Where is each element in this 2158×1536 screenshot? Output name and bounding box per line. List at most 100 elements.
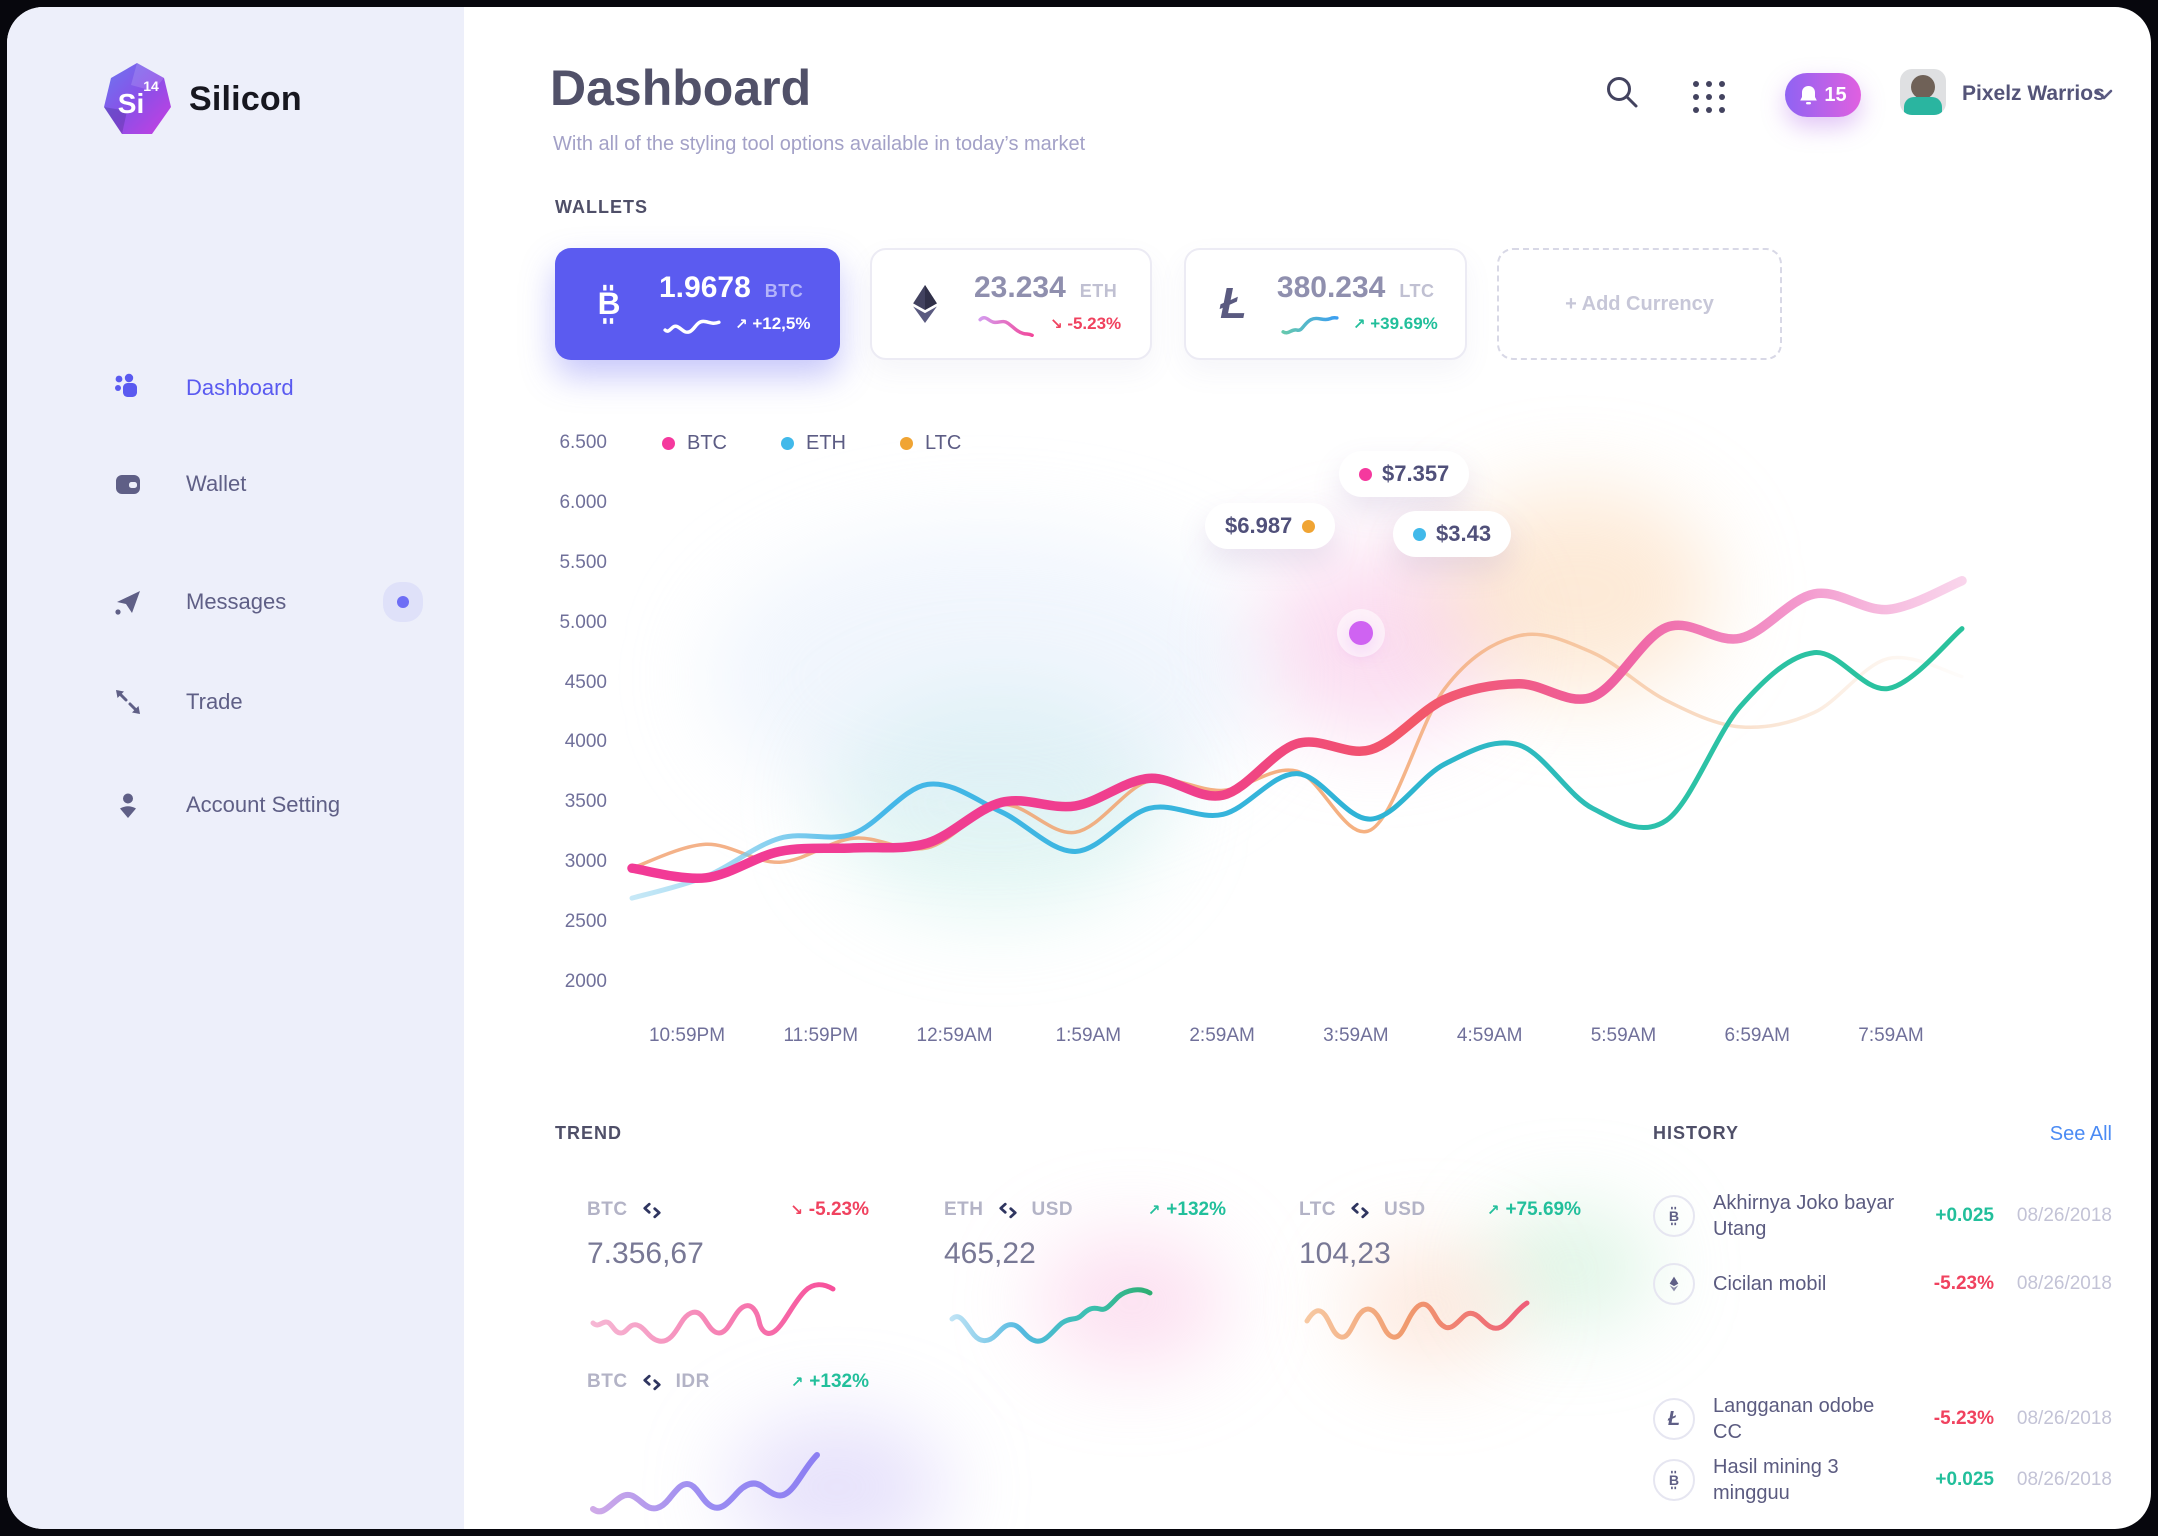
svg-text:B: B <box>1669 1473 1679 1489</box>
sidebar-item-label: Account Setting <box>186 792 341 817</box>
wallet-sparkline <box>1281 315 1339 335</box>
legend-item-eth[interactable]: ETH <box>781 432 846 455</box>
x-axis-tick: 5:59AM <box>1590 1025 1657 1046</box>
sidebar-item-trade[interactable]: Trade <box>7 676 464 728</box>
history-title: Cicilan mobil <box>1713 1273 1827 1295</box>
y-axis-tick: 5.000 <box>559 611 607 633</box>
search-icon[interactable] <box>1603 73 1641 111</box>
legend-label: BTC <box>687 432 727 454</box>
sidebar-item-wallet[interactable]: Wallet <box>7 458 464 510</box>
y-axis-tick: 6.000 <box>559 491 607 513</box>
history-amount: +0.025 <box>1935 1205 1994 1226</box>
legend-label: LTC <box>925 432 962 454</box>
main-line-chart <box>627 575 1967 901</box>
svg-text:14: 14 <box>143 78 159 94</box>
up-arrow-icon: ↗ <box>790 1373 804 1391</box>
wallet-amount: 23.234 <box>974 271 1066 304</box>
notification-count: 15 <box>1824 83 1847 106</box>
tooltip-dot <box>1413 527 1426 541</box>
trade-icon <box>116 690 140 714</box>
sidebar-item-label: Wallet <box>186 471 247 496</box>
wallet-card-eth[interactable]: 23.234 ETH ↘ -5.23% <box>870 248 1152 360</box>
litecoin-icon: Ł <box>1220 279 1247 328</box>
history-date: 08/26/2018 <box>2016 1469 2112 1490</box>
avatar[interactable] <box>1900 69 1946 115</box>
send-icon <box>115 591 140 615</box>
trend-quote: USD <box>1031 1199 1074 1220</box>
trend-card-ltc-usd[interactable]: LTC USD ↗ +75.69% 104,23 <box>1299 1199 1629 1370</box>
history-date: 08/26/2018 <box>2016 1205 2112 1226</box>
history-date: 08/26/2018 <box>2016 1408 2112 1429</box>
history-amount: -5.23% <box>1933 1273 1994 1294</box>
notification-button[interactable]: 15 <box>1785 73 1861 117</box>
down-arrow-icon: ↘ <box>1050 315 1063 333</box>
wallet-card-btc[interactable]: B 1.9678 BTC ↗ +12,5% <box>555 248 840 360</box>
up-arrow-icon: ↗ <box>735 315 748 333</box>
trend-section-label: TREND <box>555 1123 622 1143</box>
tooltip-value: $7.357 <box>1382 461 1450 486</box>
history-row[interactable]: B Hasil mining 3 mingguu +0.025 08/26/20… <box>1653 1456 2112 1504</box>
page-title: Dashboard <box>550 60 812 116</box>
x-axis-tick: 11:59PM <box>783 1025 859 1046</box>
trend-change: +75.69% <box>1505 1199 1581 1220</box>
legend-item-btc[interactable]: BTC <box>662 432 727 455</box>
trend-card-btc-idr[interactable]: BTC IDR ↗ +132% <box>587 1371 917 1529</box>
brand-logo: Si 14 Silicon <box>101 61 302 137</box>
y-axis-tick: 4000 <box>564 731 607 753</box>
trend-base: LTC <box>1299 1199 1337 1220</box>
x-axis-tick: 7:59AM <box>1858 1025 1924 1046</box>
svg-text:Si: Si <box>118 88 144 119</box>
chart-highlight-dot <box>1349 621 1373 645</box>
messages-notification-dot <box>397 596 409 608</box>
history-section-label: HISTORY <box>1653 1123 1740 1143</box>
exchange-icon <box>642 1374 661 1390</box>
sidebar-item-messages[interactable]: Messages <box>7 576 464 628</box>
wallet-sparkline <box>663 319 721 334</box>
apps-grid-icon[interactable] <box>1691 79 1727 115</box>
trend-value: 465,22 <box>944 1237 1036 1270</box>
x-axis-tick: 2:59AM <box>1189 1025 1255 1046</box>
trend-sparkline-btc <box>590 1282 836 1344</box>
x-axis-tick: 3:59AM <box>1323 1025 1389 1046</box>
litecoin-icon: Ł <box>1653 1398 1695 1440</box>
see-all-link[interactable]: See All <box>2049 1123 2112 1145</box>
history-title: Akhirnya Joko bayar Utang <box>1713 1192 1895 1240</box>
chevron-down-icon[interactable] <box>2095 89 2113 101</box>
add-currency-label: + Add Currency <box>1565 292 1714 315</box>
svg-text:B: B <box>598 285 621 321</box>
up-arrow-icon: ↗ <box>1147 1201 1161 1219</box>
wallet-currency: LTC <box>1399 281 1435 301</box>
legend-item-ltc[interactable]: LTC <box>900 432 961 455</box>
sidebar-item-account-setting[interactable]: Account Setting <box>7 779 464 831</box>
wallet-currency: BTC <box>764 281 804 301</box>
add-currency-button[interactable]: + Add Currency <box>1497 248 1782 360</box>
history-row[interactable]: Ł Langganan odobe CC -5.23% 08/26/2018 <box>1653 1395 2112 1443</box>
sidebar-item-label: Messages <box>186 589 287 614</box>
trend-value: 104,23 <box>1299 1237 1391 1270</box>
chart-x-axis: 10:59PM 11:59PM 12:59AM 1:59AM 2:59AM 3:59AM 4… <box>607 1025 1997 1055</box>
x-axis-tick: 6:59AM <box>1724 1025 1790 1046</box>
history-row[interactable]: B Akhirnya Joko bayar Utang +0.025 08/26… <box>1653 1187 2112 1245</box>
y-axis-tick: 6.500 <box>559 432 607 453</box>
down-arrow-icon: ↘ <box>790 1201 803 1219</box>
bell-icon <box>1800 85 1818 104</box>
y-axis-tick: 3500 <box>564 791 607 813</box>
trend-card-eth-usd[interactable]: ETH USD ↗ +132% 465,22 <box>944 1199 1274 1370</box>
trend-base: BTC <box>587 1371 628 1392</box>
legend-dot <box>662 437 675 450</box>
user-name[interactable]: Pixelz Warrios <box>1962 82 2105 105</box>
trend-change: +132% <box>1166 1199 1226 1220</box>
bitcoin-icon: B <box>1653 1195 1695 1237</box>
wallet-icon <box>116 475 140 494</box>
sidebar-item-dashboard[interactable]: Dashboard <box>7 362 464 414</box>
chart-legend: BTC ETH LTC <box>662 432 961 455</box>
app-window: Si 14 Silicon Dashboard Wallet Messages <box>7 7 2151 1529</box>
trend-change: +132% <box>809 1371 869 1392</box>
history-row[interactable]: Cicilan mobil -5.23% 08/26/2018 <box>1653 1262 2112 1306</box>
tooltip-value: $6.987 <box>1225 513 1293 538</box>
up-arrow-icon: ↗ <box>1352 315 1366 333</box>
wallet-card-ltc[interactable]: Ł 380.234 LTC ↗ +39.69% <box>1184 248 1467 360</box>
trend-card-btc[interactable]: BTC ↘ -5.23% 7.356,67 <box>587 1199 917 1370</box>
ethereum-icon <box>1653 1263 1695 1305</box>
sidebar-item-label: Dashboard <box>186 375 294 400</box>
